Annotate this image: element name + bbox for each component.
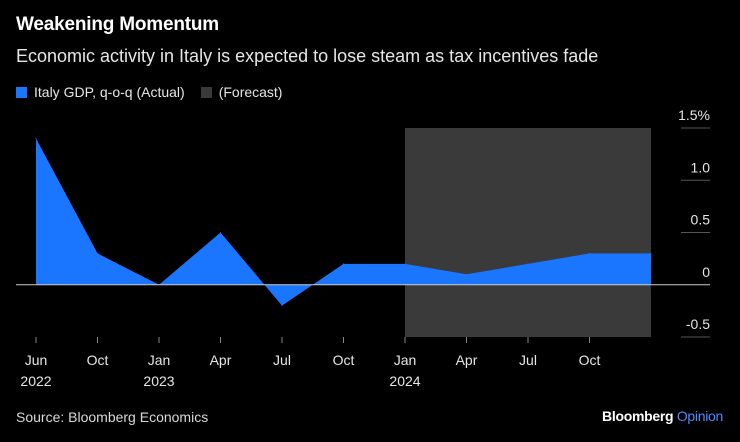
source-note: Source: Bloomberg Economics [16, 409, 209, 425]
forecast-region [405, 128, 651, 337]
x-year-label: 2022 [20, 373, 51, 389]
data-point [35, 137, 37, 139]
legend-item-actual: Italy GDP, q-o-q (Actual) [16, 84, 185, 100]
y-tick-label: 1.5% [678, 107, 710, 123]
x-tick-label: Oct [333, 352, 355, 368]
legend-swatch-forecast [200, 86, 212, 98]
data-point [589, 252, 590, 254]
legend-item-forecast: (Forecast) [200, 84, 283, 100]
brand-main: Bloomberg [602, 408, 674, 424]
x-year-label: 2024 [389, 373, 420, 389]
brand-logo: Bloomberg Opinion [602, 408, 723, 424]
x-tick-label: Jun [25, 352, 48, 368]
y-tick-label: 0.5 [691, 212, 711, 228]
data-point [343, 263, 344, 265]
x-tick-label: Oct [579, 352, 601, 368]
data-point [466, 273, 467, 275]
legend-swatch-actual [16, 86, 27, 98]
x-tick-label: Apr [456, 352, 478, 368]
x-tick-label: Apr [210, 352, 232, 368]
chart-subtitle: Economic activity in Italy is expected t… [16, 46, 599, 66]
x-tick-label: Jan [148, 352, 171, 368]
legend-label-forecast: (Forecast) [218, 84, 283, 100]
x-tick-label: Jul [273, 352, 291, 368]
data-point [220, 232, 221, 233]
y-tick-label: 1.0 [691, 159, 711, 175]
gdp-area [36, 138, 651, 306]
data-point [650, 252, 652, 254]
legend: Italy GDP, q-o-q (Actual) (Forecast) [16, 84, 298, 100]
data-point [281, 305, 283, 307]
x-tick-label: Oct [87, 352, 109, 368]
x-year-label: 2023 [143, 373, 174, 389]
data-point [527, 263, 529, 265]
data-point [404, 263, 406, 265]
x-tick-label: Jan [394, 352, 417, 368]
x-tick-label: Jul [519, 352, 537, 368]
legend-label-actual: Italy GDP, q-o-q (Actual) [34, 84, 185, 100]
chart-title: Weakening Momentum [16, 14, 219, 35]
brand-sub: Opinion [676, 408, 723, 424]
y-tick-label: 0 [702, 264, 710, 280]
data-point [97, 252, 98, 254]
y-tick-label: -0.5 [686, 316, 710, 332]
